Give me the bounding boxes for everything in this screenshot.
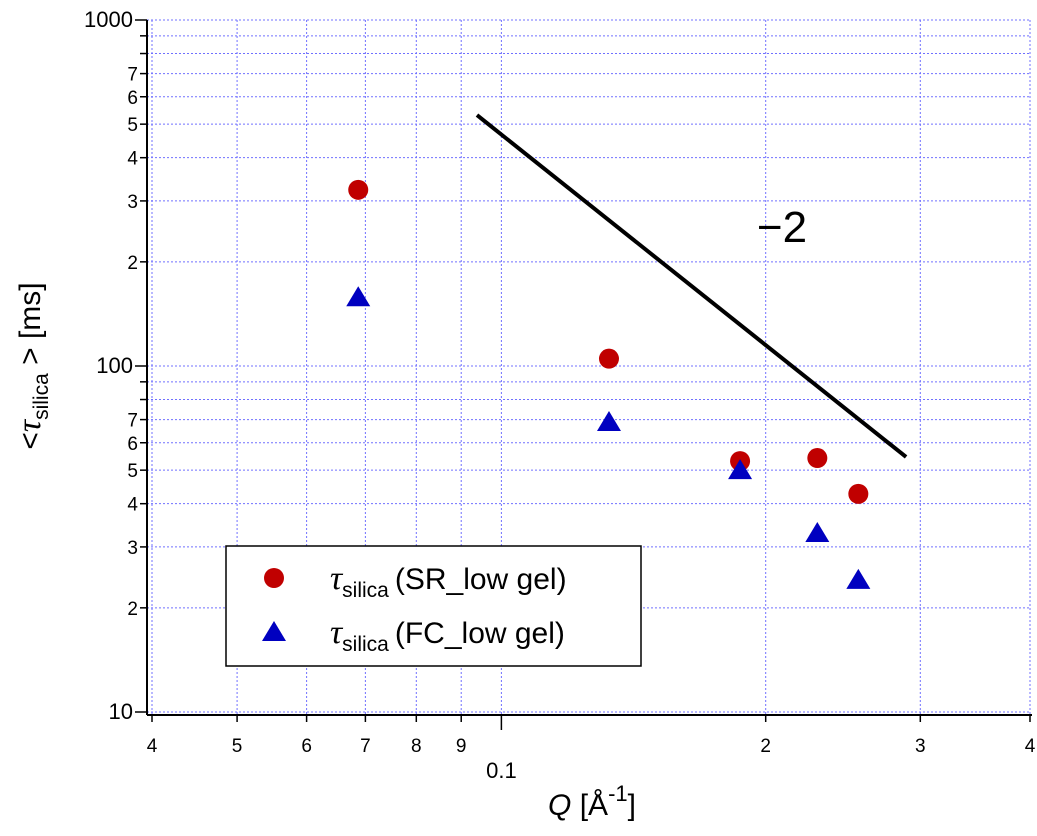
legend-symbol: τ (330, 614, 344, 651)
y-tick-label: 10 (109, 699, 133, 724)
y-tick-label: 5 (127, 115, 138, 136)
data-point (848, 483, 869, 504)
data-point (598, 348, 619, 369)
x-tick-label: 4 (147, 736, 158, 757)
data-point (846, 568, 871, 589)
y-tick-label: 7 (127, 65, 138, 86)
x-tick-label: 9 (456, 736, 467, 757)
y-label-symbol: τ (11, 418, 48, 432)
data-point (596, 410, 621, 431)
y-tick-label: 3 (127, 192, 138, 213)
y-tick-label: 7 (127, 411, 138, 432)
slope-label: −2 (757, 203, 807, 252)
x-label-name: Q (548, 789, 571, 822)
x-tick-label: 4 (1025, 736, 1036, 757)
legend-name: (FC_low gel) (395, 617, 565, 650)
y-axis-label: <τsilica > [ms] (11, 282, 53, 449)
x-tick-label: 3 (915, 736, 926, 757)
legend-marker (264, 568, 284, 588)
legend-label: τsilica (FC_low gel) (330, 614, 565, 656)
y-label-close: > [ms] (14, 282, 47, 373)
legend-symbol: τ (330, 560, 344, 597)
data-point (346, 286, 371, 307)
x-axis-label: Q [Å-1] (548, 781, 636, 822)
y-tick-label: 6 (127, 88, 138, 109)
x-tick-label: 8 (411, 736, 422, 757)
y-tick-label: 3 (127, 538, 138, 559)
data-point (348, 179, 369, 200)
y-tick-label: 5 (127, 461, 138, 482)
slope-line (475, 113, 908, 459)
legend-box (225, 545, 642, 667)
legend-marker (262, 621, 286, 641)
x-label-open: [Å (571, 789, 608, 822)
y-tick-label: 1000 (84, 7, 133, 32)
y-tick-label: 2 (127, 253, 138, 274)
data-point (807, 448, 828, 469)
x-label-close: ] (628, 789, 636, 822)
legend-symbol-sub: silica (342, 579, 389, 602)
y-label-sub: silica (30, 373, 53, 420)
y-tick-label: 2 (127, 599, 138, 620)
legend-name: (SR_low gel) (395, 563, 567, 596)
legend-label: τsilica (SR_low gel) (330, 560, 567, 602)
x-tick-label: 2 (760, 736, 771, 757)
y-label-open: < (14, 432, 47, 450)
data-point (805, 522, 830, 543)
x-tick-label: 0.1 (486, 758, 517, 783)
y-tick-label: 6 (127, 434, 138, 455)
data-point (728, 459, 753, 480)
x-tick-label: 7 (360, 736, 371, 757)
x-label-sup: -1 (608, 781, 628, 806)
y-tick-label: 4 (127, 495, 138, 516)
y-tick-label: 100 (96, 353, 133, 378)
y-tick-label: 4 (127, 149, 138, 170)
legend-symbol-sub: silica (342, 633, 389, 656)
x-tick-label: 5 (232, 736, 243, 757)
x-tick-label: 6 (301, 736, 312, 757)
